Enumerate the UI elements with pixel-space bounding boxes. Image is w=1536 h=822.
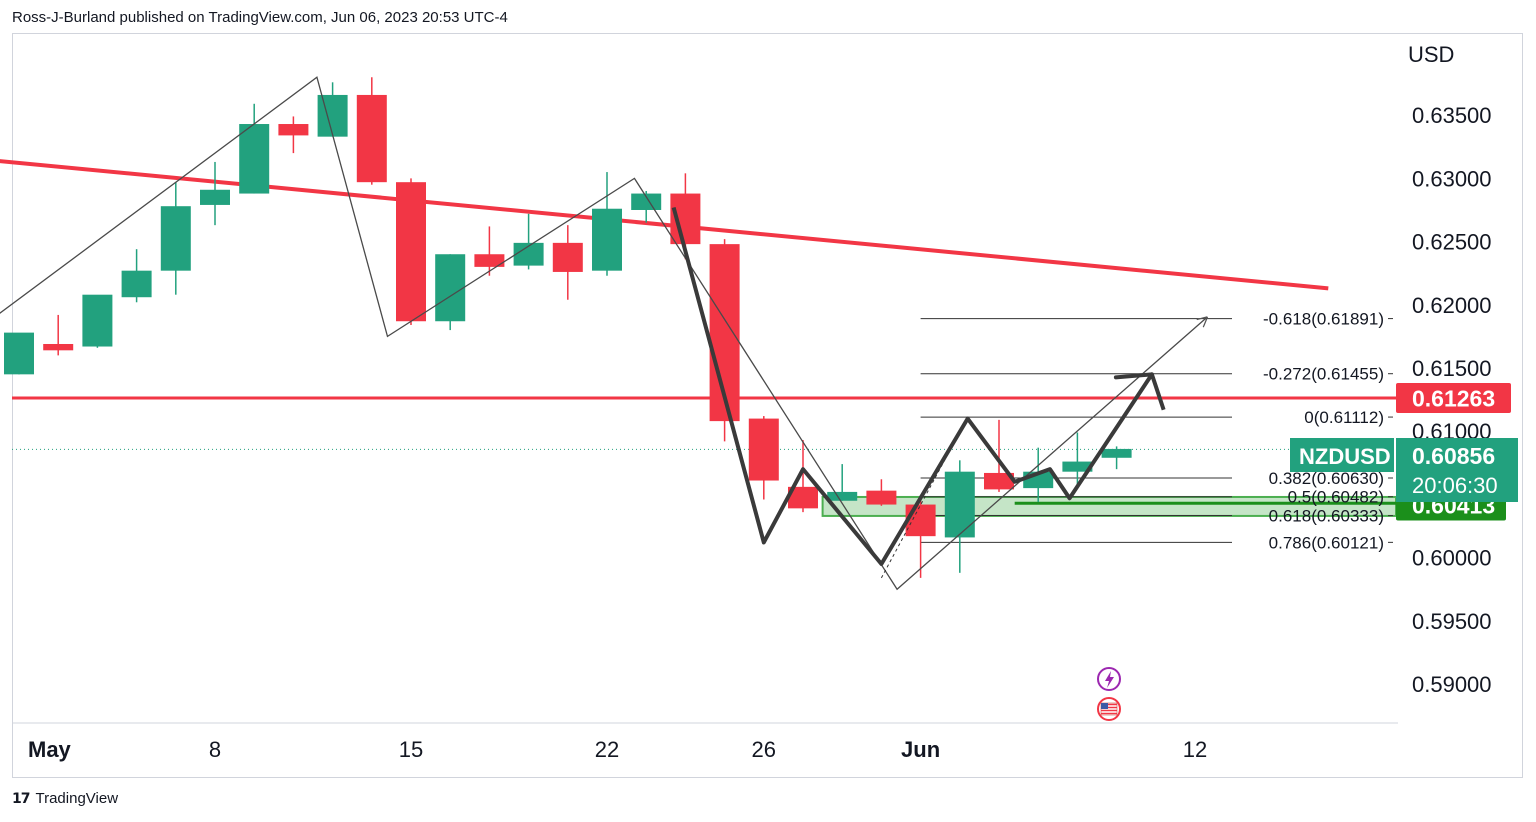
fib-level-label: -0.272(0.61455) (1263, 365, 1384, 384)
candle-body (239, 124, 270, 194)
candle-body (356, 94, 387, 183)
resistance-price-tag-text: 0.61263 (1412, 385, 1495, 411)
currency-label: USD (1408, 42, 1454, 67)
y-tick-label: 0.63000 (1412, 166, 1492, 191)
bearish-candle[interactable] (905, 498, 936, 578)
candle-body (396, 182, 426, 322)
bearish-candle[interactable] (984, 419, 1014, 492)
candle-body (121, 270, 152, 298)
bearish-candle[interactable] (866, 479, 897, 506)
candle-body (944, 471, 975, 538)
bullish-candle[interactable] (239, 103, 270, 194)
candle-body (866, 490, 897, 505)
candle-body (827, 491, 858, 501)
us-flag-icon[interactable] (1097, 697, 1121, 721)
y-tick-label: 0.61500 (1412, 356, 1492, 381)
candle-body (748, 418, 779, 481)
candle-body (552, 242, 583, 272)
candle-body (984, 472, 1014, 490)
descending-trendline[interactable] (0, 157, 1329, 291)
y-tick-label: 0.62500 (1412, 230, 1492, 255)
candle-body (474, 254, 505, 267)
fib-level-label: 0.786(0.60121) (1269, 533, 1384, 552)
bullish-candle[interactable] (435, 254, 466, 331)
bullish-candle[interactable] (317, 82, 348, 137)
bearish-candle[interactable] (43, 314, 74, 356)
footer-brand: TradingView (35, 790, 119, 807)
fib-level-label: 0.618(0.60333) (1269, 507, 1384, 526)
fib-level-label: 0(0.61112) (1304, 408, 1384, 427)
bearish-candle[interactable] (356, 77, 387, 185)
price-tag-bg (1396, 438, 1518, 502)
candle-body (200, 189, 230, 205)
resistance-price-tag: 0.61263 (1396, 382, 1511, 413)
bearish-candle[interactable] (709, 239, 740, 442)
candle-body (905, 504, 936, 537)
bullish-candle[interactable] (1062, 432, 1093, 486)
resistance-price-tag-bg (1396, 382, 1511, 413)
x-tick-label: 15 (399, 737, 423, 762)
bearish-candle[interactable] (474, 226, 505, 276)
current-price-tag: NZDUSD 0.60856 20:06:30 (1290, 438, 1518, 502)
bullish-candle[interactable] (1101, 446, 1132, 470)
candle-body (82, 294, 113, 347)
symbol-tag-bg (1290, 438, 1394, 472)
bullish-candle[interactable] (4, 332, 34, 375)
x-tick-label: Jun (901, 737, 940, 762)
y-tick-label: 0.59000 (1412, 672, 1492, 697)
y-tick-label: 0.59500 (1412, 609, 1492, 634)
bullish-candle[interactable] (121, 249, 152, 303)
projection-arrowhead (1113, 372, 1154, 380)
candle-body (317, 94, 348, 137)
candle-body (278, 124, 309, 136)
bearish-candle[interactable] (788, 440, 818, 513)
y-tick-label: 0.62000 (1412, 293, 1492, 318)
bearish-candle[interactable] (748, 416, 779, 500)
x-tick-label: May (28, 737, 72, 762)
last-price-label: 0.60856 (1412, 443, 1495, 469)
bullish-candle[interactable] (82, 294, 113, 348)
fib-level-label: -0.618(0.61891) (1263, 310, 1384, 329)
fib-level-label: 0.382(0.60630) (1269, 469, 1384, 488)
candle-body (592, 208, 622, 271)
flag-canton (1101, 703, 1108, 709)
bearish-candle[interactable] (552, 225, 583, 300)
bearish-candle[interactable] (278, 116, 309, 154)
lightning-icon[interactable] (1097, 667, 1121, 691)
candle-body (1101, 448, 1132, 458)
bullish-candle[interactable] (200, 161, 230, 226)
lightning-icon-glyph (1105, 671, 1114, 688)
candle-body (631, 193, 662, 210)
candle-body (1062, 461, 1093, 472)
footer: 17 TradingView (12, 790, 118, 807)
bullish-candle[interactable] (944, 460, 975, 573)
x-tick-label: 12 (1183, 737, 1207, 762)
tradingview-logo-icon: 17 (12, 790, 31, 807)
x-tick-label: 8 (209, 737, 221, 762)
projection-path-thick[interactable] (671, 206, 1166, 566)
candle-body (43, 343, 74, 351)
x-tick-label: 22 (595, 737, 619, 762)
fib-level-label: 0.5(0.60482) (1288, 488, 1384, 507)
y-tick-label: 0.60000 (1412, 546, 1492, 571)
countdown-label: 20:06:30 (1412, 473, 1498, 498)
candle-body (788, 486, 818, 509)
candle-body (160, 206, 191, 271)
candle-body (4, 332, 34, 375)
y-tick-label: 0.63500 (1412, 103, 1492, 128)
projection-path-thin[interactable] (0, 76, 1207, 591)
candle-body (513, 242, 544, 266)
x-tick-label: 26 (752, 737, 776, 762)
symbol-label: NZDUSD (1299, 444, 1391, 469)
publisher-header: Ross-J-Burland published on TradingView.… (12, 9, 508, 26)
bullish-candle[interactable] (827, 464, 858, 501)
bullish-candle[interactable] (592, 172, 622, 276)
chart-frame (12, 33, 1523, 778)
bullish-candle[interactable] (160, 182, 191, 295)
bullish-candle[interactable] (513, 213, 544, 270)
bearish-candle[interactable] (396, 178, 426, 326)
candle-body (435, 254, 466, 322)
